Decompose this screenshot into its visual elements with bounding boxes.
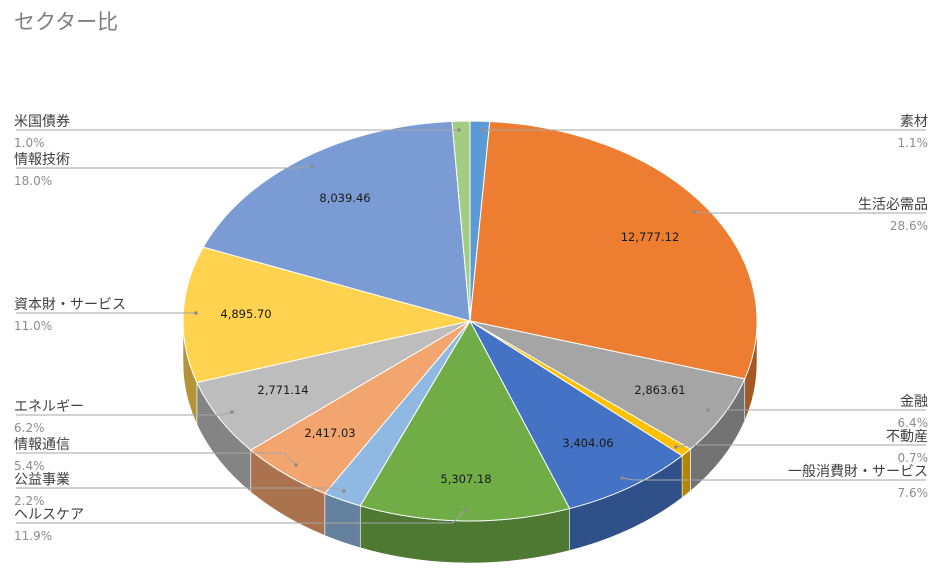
slice-6-leader-dot [463,508,467,512]
slice-4-category-label: 不動産 [886,429,928,445]
slice-10-leader-dot [194,311,198,315]
slice-10-wedge [182,246,471,384]
slice-7-leader-dot [342,489,346,493]
slice-10-percent-label: 11.0% [14,319,52,333]
slice-11-category-label: 情報技術 [14,152,70,168]
slice-12-percent-label: 1.0% [14,136,45,150]
slice-6-category-label: ヘルスケア [14,507,84,523]
slice-7-percent-label: 2.2% [14,494,45,508]
slice-12-leader-dot [457,128,461,132]
slice-5-percent-label: 7.6% [898,486,929,500]
slice-5-leader-line [621,477,926,481]
slice-11-leader-dot [310,164,314,168]
slice-8-category-label: 情報通信 [14,437,70,453]
slice-6-leader-line [16,509,466,524]
slice-5-value-label: 3,404.06 [562,436,613,450]
slice-5-leader-dot [620,476,624,480]
slice-6-wedge [359,319,571,522]
slice-1-leader-dot [480,128,484,132]
slice-2-leader-line [693,211,926,214]
slice-11-percent-label: 18.0% [14,174,52,188]
slice-3-category-label: 金融 [900,394,928,410]
slice-2-percent-label: 28.6% [890,219,928,233]
slice-4-side [681,448,691,499]
slice-6-value-label: 5,307.18 [440,472,491,486]
slice-9-value-label: 2,771.14 [257,383,308,397]
slice-12-wedge [451,120,471,322]
slice-9-leader-dot [230,410,234,414]
slice-9-percent-label: 6.2% [14,421,45,435]
slice-11-value-label: 8,039.46 [319,191,370,205]
slice-3-percent-label: 6.4% [898,416,929,430]
slice-9-category-label: エネルギー [14,399,84,415]
slice-4-leader-dot [674,445,678,449]
slice-2-leader-dot [692,210,696,214]
slice-3-wedge [469,320,746,450]
slice-8-leader-line [16,452,297,466]
slice-8-percent-label: 5.4% [14,459,45,473]
slice-9-leader-line [16,411,233,416]
slice-6-percent-label: 11.9% [14,529,52,543]
slice-5-wedge [468,319,683,510]
chart-title: セクター比 [14,10,119,34]
slice-3-value-label: 2,863.61 [634,383,685,397]
slice-1-category-label: 素材 [900,114,928,130]
slice-5-category-label: 一般消費財・サービス [788,464,928,480]
slice-10-category-label: 資本財・サービス [14,297,126,313]
slice-11-wedge [202,120,471,322]
slice-8-value-label: 2,417.03 [304,426,355,440]
slice-3-leader-dot [706,408,710,412]
slice-7-leader-line [16,487,345,492]
slice-4-leader-line [675,444,926,448]
slice-4-percent-label: 0.7% [898,451,929,465]
slice-2-category-label: 生活必需品 [858,197,928,213]
slice-12-category-label: 米国債券 [14,114,70,130]
slice-7-category-label: 公益事業 [14,472,70,488]
slice-1-percent-label: 1.1% [898,136,929,150]
slice-8-leader-dot [294,463,298,467]
slice-11-leader-line [16,165,313,169]
slice-10-value-label: 4,895.70 [220,307,271,321]
slice-2-value-label: 12,777.12 [621,230,680,244]
